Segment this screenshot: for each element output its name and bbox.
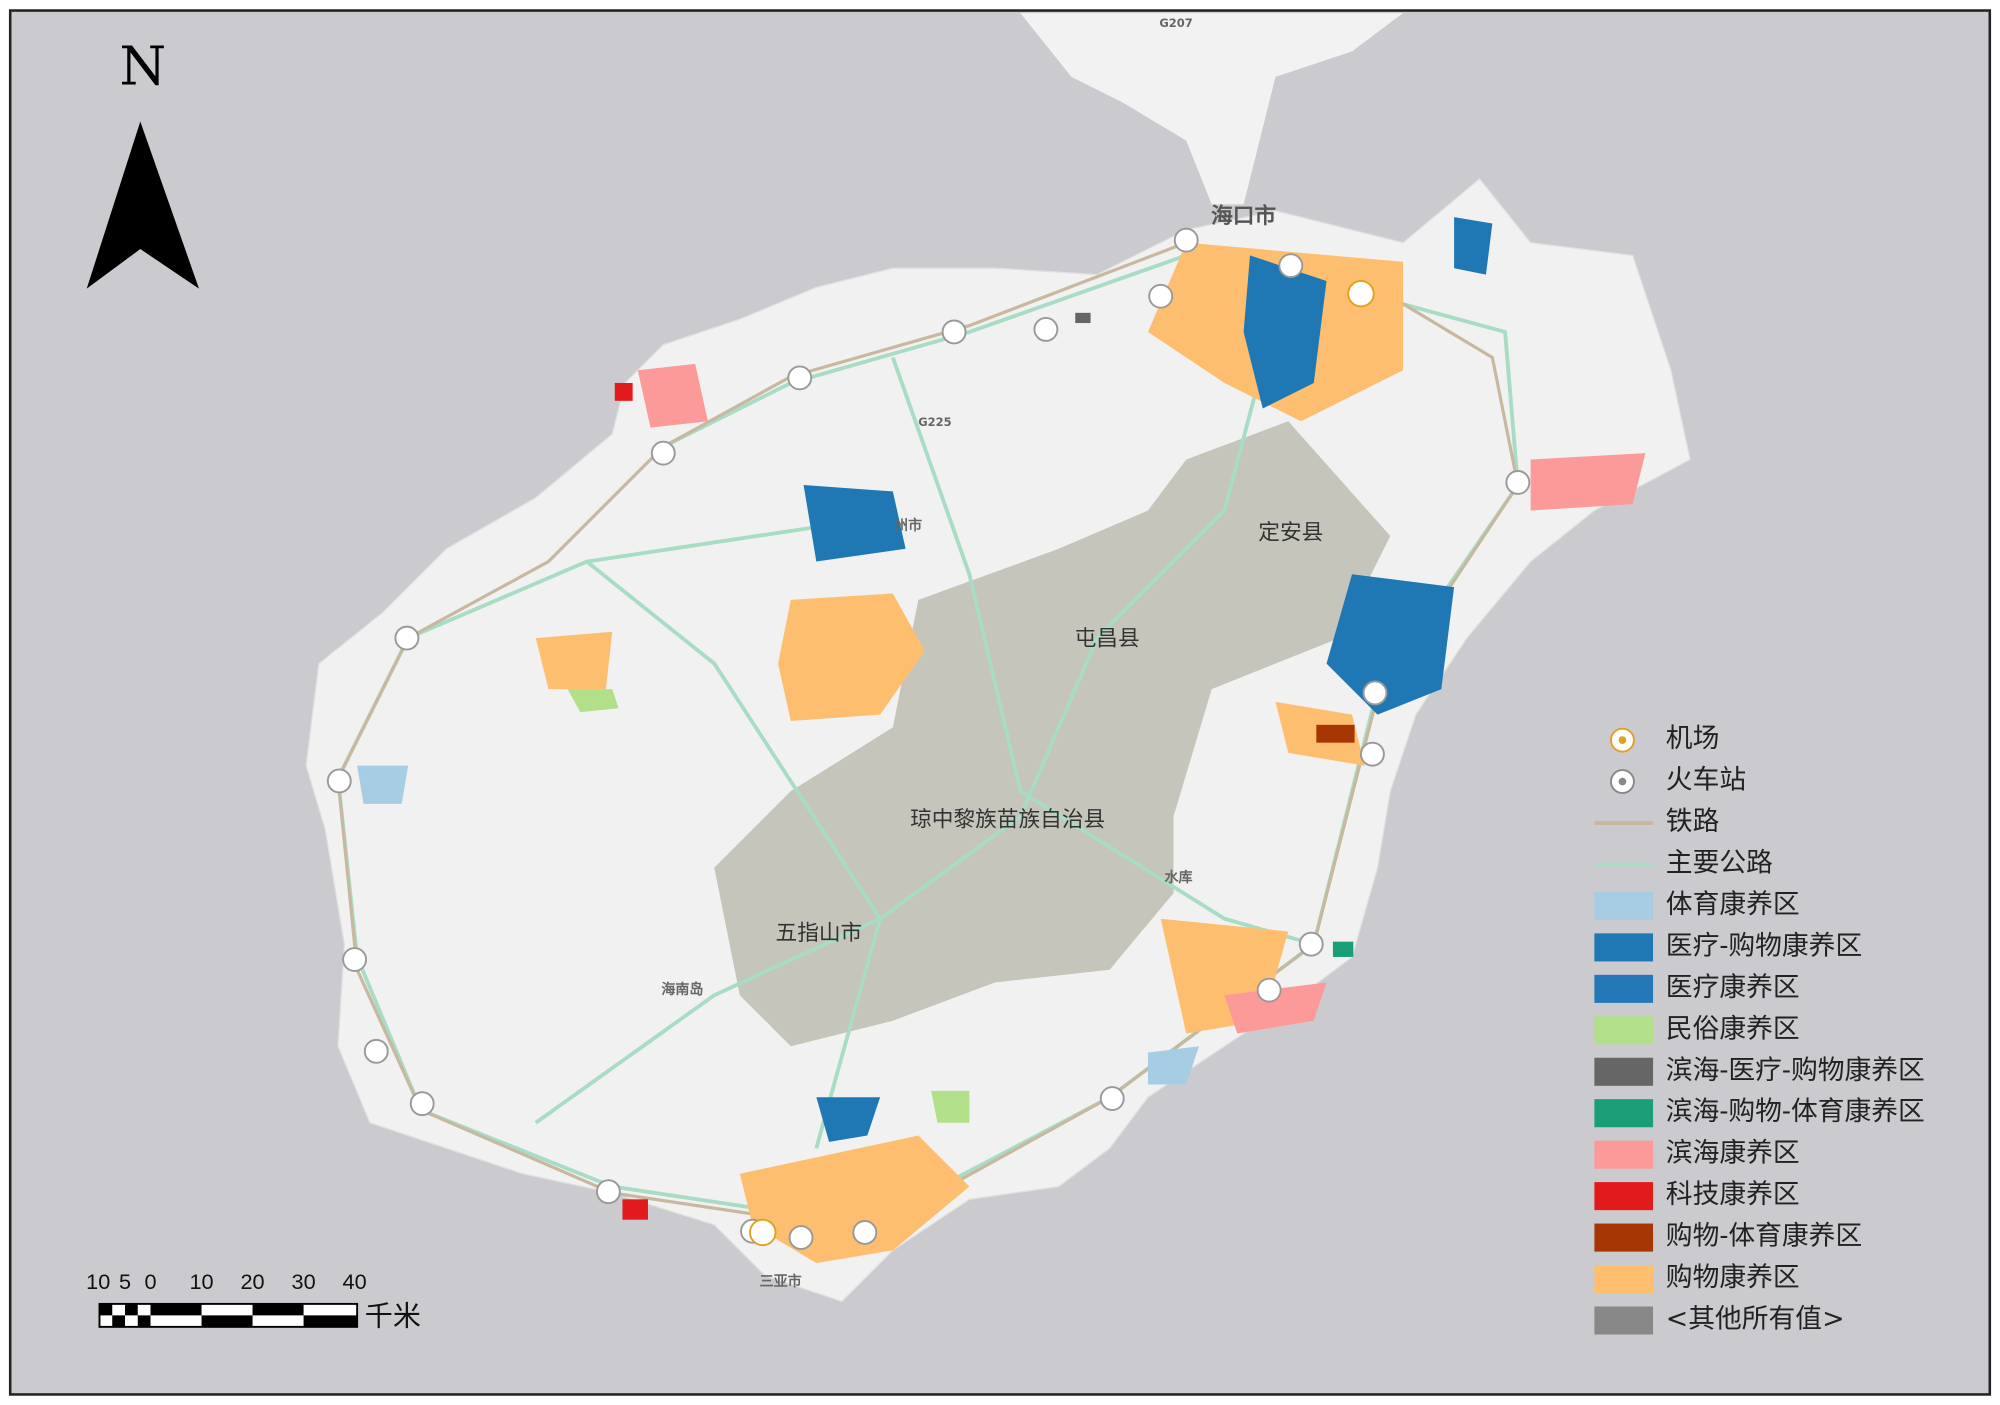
place-label: 琼中黎族苗族自治县 xyxy=(910,807,1105,832)
legend-label: 滨海-购物-体育康养区 xyxy=(1666,1096,1925,1127)
legend-label: 主要公路 xyxy=(1666,847,1773,878)
legend-symbol xyxy=(1618,736,1627,744)
legend-swatch xyxy=(1594,1265,1654,1294)
scale-label: 10 xyxy=(189,1269,213,1294)
scale-label: 10 xyxy=(86,1269,110,1294)
legend-swatch xyxy=(1594,1223,1654,1252)
airports xyxy=(749,279,1375,1247)
place-label: 水库 xyxy=(1165,869,1193,886)
legend-swatch xyxy=(1594,1306,1654,1335)
place-label: 三亚市 xyxy=(760,1273,802,1290)
legend-swatch xyxy=(1594,974,1654,1003)
road-label: G207 xyxy=(1159,16,1192,30)
legend-swatch xyxy=(1594,1057,1654,1086)
scale-bar xyxy=(98,1302,359,1328)
legend-label: 机场 xyxy=(1666,723,1720,754)
place-label: 海南岛 xyxy=(661,981,703,998)
zones xyxy=(357,217,1646,1264)
legend-swatch xyxy=(1594,1016,1654,1045)
scale-label: 0 xyxy=(144,1269,156,1294)
legend-symbol xyxy=(1618,777,1627,786)
scale-label: 20 xyxy=(240,1269,264,1294)
road-label: G225 xyxy=(918,415,951,429)
scale-label: 30 xyxy=(292,1269,316,1294)
scale-label: 5 xyxy=(119,1269,131,1294)
north-label: N xyxy=(119,34,166,97)
north-arrow xyxy=(86,121,199,289)
legend-swatch xyxy=(1594,1099,1654,1128)
legend-label: 购物康养区 xyxy=(1666,1262,1800,1293)
place-label: 屯昌县 xyxy=(1075,626,1140,651)
legend-label: 医疗-购物康养区 xyxy=(1666,930,1862,961)
scale-unit: 千米 xyxy=(365,1300,421,1331)
stations xyxy=(326,227,1531,1251)
legend-label: 体育康养区 xyxy=(1666,889,1800,920)
legend-swatch xyxy=(1594,891,1654,920)
legend: 机场火车站铁路主要公路体育康养区医疗-购物康养区医疗康养区民俗康养区滨海-医疗-… xyxy=(1594,723,1925,1335)
place-label: 州市 xyxy=(893,517,922,534)
legend-label: 购物-体育康养区 xyxy=(1666,1221,1862,1252)
central-region xyxy=(714,421,1391,1047)
legend-label: 滨海-医疗-购物康养区 xyxy=(1666,1055,1925,1086)
legend-swatch xyxy=(1594,933,1654,962)
scale-label: 40 xyxy=(343,1269,367,1294)
legend-label: 铁路 xyxy=(1666,806,1720,837)
place-label: 五指山市 xyxy=(776,921,863,946)
legend-label: 火车站 xyxy=(1666,765,1746,796)
legend-swatch xyxy=(1594,1182,1654,1211)
legend-label: 滨海康养区 xyxy=(1666,1138,1800,1169)
legend-label: 科技康养区 xyxy=(1666,1179,1800,1210)
place-label: 定安县 xyxy=(1258,520,1323,545)
legend-label: 民俗康养区 xyxy=(1666,1013,1800,1044)
place-label: 海口市 xyxy=(1211,203,1276,229)
legend-label: <其他所有值> xyxy=(1666,1303,1845,1334)
legend-label: 医疗康养区 xyxy=(1666,972,1800,1003)
legend-swatch xyxy=(1594,1140,1654,1169)
mainland xyxy=(1020,13,1404,205)
